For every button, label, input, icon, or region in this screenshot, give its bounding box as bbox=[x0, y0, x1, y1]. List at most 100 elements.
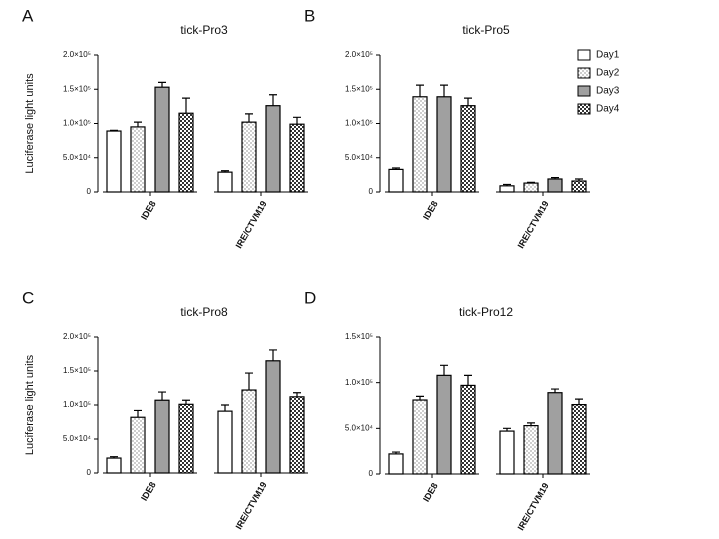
error-bar bbox=[158, 81, 166, 88]
bar bbox=[241, 121, 257, 193]
y-tick-label: 2.0×10⁵ bbox=[63, 332, 91, 341]
legend-swatch bbox=[577, 67, 591, 79]
bar bbox=[241, 389, 257, 474]
y-tick-label: 1.0×10⁵ bbox=[63, 400, 91, 409]
bar bbox=[106, 130, 122, 193]
bar bbox=[436, 96, 452, 193]
x-tick-label: IRE/CTVM19 bbox=[234, 199, 269, 250]
x-tick-label: IDE8 bbox=[421, 481, 440, 503]
chart-title: tick-Pro12 bbox=[459, 305, 513, 319]
bar bbox=[178, 112, 194, 193]
legend-swatch bbox=[577, 103, 591, 115]
y-tick-label: 0 bbox=[369, 469, 374, 478]
error-bar bbox=[464, 97, 472, 106]
x-tick-label: IDE8 bbox=[139, 199, 158, 221]
bar bbox=[571, 180, 587, 193]
error-bar bbox=[182, 399, 190, 405]
y-tick-label: 1.5×10⁵ bbox=[63, 366, 91, 375]
error-bar bbox=[464, 374, 472, 386]
y-axis-label: Luciferase light units bbox=[24, 73, 36, 174]
legend-label: Day1 bbox=[596, 50, 620, 61]
bar bbox=[523, 182, 539, 193]
error-bar bbox=[416, 395, 424, 401]
bar bbox=[547, 178, 563, 193]
panel-letter: B bbox=[304, 6, 315, 25]
bar bbox=[460, 384, 476, 475]
y-tick-label: 5.0×10⁴ bbox=[63, 153, 92, 162]
bar bbox=[412, 96, 428, 193]
bar bbox=[265, 360, 281, 474]
bar bbox=[106, 457, 122, 474]
y-tick-label: 5.0×10⁴ bbox=[63, 434, 92, 443]
legend-label: Day4 bbox=[596, 104, 620, 115]
x-tick-label: IRE/CTVM19 bbox=[234, 480, 269, 531]
error-bar bbox=[551, 388, 559, 393]
y-tick-label: 0 bbox=[87, 468, 92, 477]
panel-letter: A bbox=[22, 6, 34, 25]
y-tick-label: 0 bbox=[369, 187, 374, 196]
bar bbox=[217, 410, 233, 474]
y-tick-label: 0 bbox=[87, 187, 92, 196]
chart-title: tick-Pro3 bbox=[180, 23, 228, 37]
bar bbox=[130, 416, 146, 474]
bar bbox=[178, 403, 194, 474]
x-tick-label: IDE8 bbox=[421, 199, 440, 221]
bar bbox=[130, 126, 146, 193]
error-bar bbox=[245, 113, 253, 123]
y-tick-label: 2.0×10⁵ bbox=[63, 50, 91, 59]
error-bar bbox=[134, 121, 142, 127]
bar bbox=[217, 171, 233, 193]
y-tick-label: 1.0×10⁵ bbox=[345, 119, 373, 128]
error-bar bbox=[221, 404, 229, 412]
bar bbox=[436, 374, 452, 475]
error-bar bbox=[293, 392, 301, 397]
legend-label: Day3 bbox=[596, 86, 620, 97]
y-tick-label: 1.5×10⁵ bbox=[345, 332, 373, 341]
y-tick-label: 2.0×10⁵ bbox=[345, 50, 373, 59]
bar bbox=[154, 86, 170, 193]
legend-swatch bbox=[577, 85, 591, 97]
y-tick-label: 5.0×10⁴ bbox=[345, 153, 374, 162]
panel-letter: D bbox=[304, 288, 316, 307]
y-tick-label: 1.0×10⁵ bbox=[345, 378, 373, 387]
y-tick-label: 1.5×10⁵ bbox=[345, 84, 373, 93]
bar bbox=[412, 399, 428, 475]
bar bbox=[388, 168, 404, 193]
error-bar bbox=[269, 349, 277, 361]
bar bbox=[289, 396, 305, 474]
legend-label: Day2 bbox=[596, 68, 620, 79]
y-axis-label: Luciferase light units bbox=[24, 354, 36, 455]
bar bbox=[289, 123, 305, 193]
error-bar bbox=[293, 116, 301, 125]
y-tick-label: 1.5×10⁵ bbox=[63, 84, 91, 93]
bar bbox=[154, 399, 170, 474]
legend-swatch bbox=[577, 49, 591, 61]
bar bbox=[523, 424, 539, 475]
bar bbox=[265, 105, 281, 193]
error-bar bbox=[440, 364, 448, 376]
error-bar bbox=[440, 84, 448, 97]
x-tick-label: IRE/CTVM19 bbox=[516, 199, 551, 250]
bar bbox=[571, 403, 587, 475]
bar bbox=[547, 392, 563, 475]
error-bar bbox=[416, 84, 424, 97]
error-bar bbox=[134, 409, 142, 418]
bar bbox=[460, 105, 476, 193]
bar bbox=[388, 453, 404, 475]
bar bbox=[499, 185, 515, 193]
error-bar bbox=[182, 97, 190, 114]
x-tick-label: IDE8 bbox=[139, 480, 158, 502]
error-bar bbox=[269, 94, 277, 106]
chart-title: tick-Pro5 bbox=[462, 23, 510, 37]
y-tick-label: 1.0×10⁵ bbox=[63, 119, 91, 128]
error-bar bbox=[245, 372, 253, 391]
x-tick-label: IRE/CTVM19 bbox=[516, 481, 551, 532]
panel-letter: C bbox=[22, 288, 34, 307]
chart-title: tick-Pro8 bbox=[180, 305, 228, 319]
y-tick-label: 5.0×10⁴ bbox=[345, 423, 374, 432]
